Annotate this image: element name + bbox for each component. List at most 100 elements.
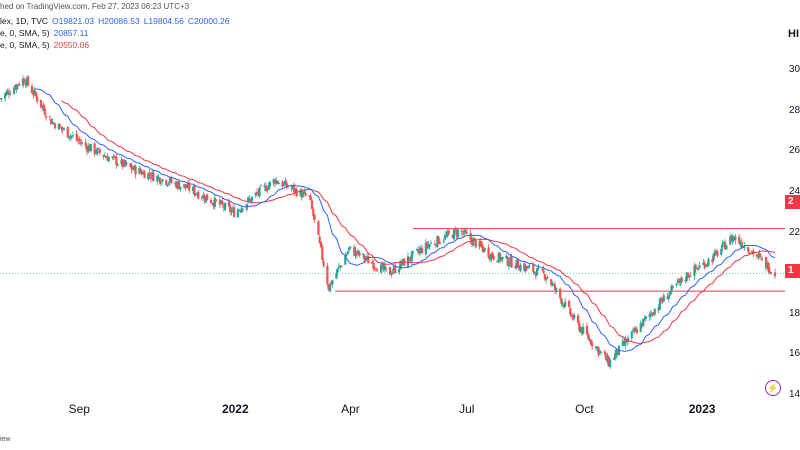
- candle: [328, 283, 332, 293]
- price-tick: 28: [789, 104, 800, 116]
- candle: [461, 231, 465, 237]
- candle: [348, 247, 351, 253]
- candle: [213, 194, 216, 210]
- candle: [635, 325, 638, 335]
- candle: [580, 326, 583, 337]
- candle: [165, 179, 168, 187]
- candle: [747, 245, 750, 254]
- candle: [27, 74, 30, 87]
- candle: [555, 287, 558, 295]
- candle: [98, 147, 101, 156]
- candle: [734, 234, 737, 245]
- time-tick: 2022: [221, 402, 249, 416]
- candle: [84, 138, 87, 149]
- candle: [16, 84, 20, 90]
- candle: [102, 154, 105, 160]
- candle: [470, 237, 474, 248]
- candle: [105, 155, 108, 159]
- candle: [194, 193, 197, 197]
- candle: [272, 178, 275, 186]
- candle: [267, 182, 270, 191]
- lightning-icon[interactable]: ⚡: [765, 380, 781, 396]
- close-value: C20000.26: [187, 16, 230, 26]
- candle: [23, 77, 26, 83]
- candle: [594, 346, 598, 351]
- candle: [284, 177, 287, 185]
- candle: [429, 240, 433, 244]
- candle: [652, 311, 655, 316]
- candle: [85, 144, 89, 156]
- candle: [277, 180, 280, 185]
- candle: [211, 202, 214, 206]
- price-tick: 16: [789, 348, 800, 360]
- candle: [30, 83, 34, 94]
- candle: [424, 238, 427, 258]
- candle: [464, 228, 467, 235]
- candle: [96, 147, 99, 156]
- candle: [455, 227, 458, 240]
- candle: [220, 199, 223, 205]
- candle: [245, 203, 248, 213]
- candle: [662, 292, 665, 303]
- price-tick: 24: [789, 186, 800, 198]
- candle: [0, 97, 3, 103]
- candle: [335, 269, 338, 280]
- candle: [103, 152, 106, 158]
- candle: [585, 322, 589, 336]
- candle: [15, 83, 18, 93]
- candle: [500, 257, 503, 262]
- candle: [527, 265, 530, 269]
- candle: [62, 127, 66, 131]
- candle: [285, 179, 288, 190]
- candle: [157, 174, 160, 181]
- candle: [184, 184, 187, 191]
- ma-slow-label: e, 0, SMA, 5): [0, 40, 50, 50]
- published-note: hed on TradingView.com, Feb 27, 2023 06:…: [0, 2, 190, 11]
- candle: [415, 248, 419, 252]
- candle: [587, 331, 590, 340]
- candle: [658, 297, 662, 311]
- candle: [282, 182, 286, 186]
- high-value: H20086.53: [98, 16, 140, 26]
- candle: [131, 166, 135, 170]
- candle: [621, 337, 624, 348]
- time-tick: Sep: [68, 402, 90, 416]
- candle: [255, 188, 259, 197]
- candle: [354, 246, 357, 260]
- candle: [124, 159, 127, 167]
- candle: [528, 263, 531, 269]
- candle: [303, 188, 306, 194]
- candle: [434, 244, 438, 249]
- candle: [739, 240, 742, 247]
- candle: [685, 272, 688, 283]
- candle: [67, 137, 71, 141]
- candle: [264, 182, 268, 192]
- candle: [299, 188, 302, 197]
- price-tick: 22: [789, 226, 800, 238]
- candle: [660, 296, 663, 305]
- candle: [356, 249, 360, 257]
- candle: [78, 136, 81, 145]
- candle: [149, 173, 153, 183]
- candle: [206, 194, 209, 201]
- candle: [156, 174, 159, 186]
- candle: [385, 267, 388, 272]
- candle: [248, 195, 251, 202]
- candle: [200, 195, 204, 202]
- candle: [553, 281, 557, 294]
- candle: [185, 183, 188, 189]
- candle: [607, 355, 610, 367]
- candle: [730, 234, 733, 242]
- candle: [281, 179, 284, 189]
- candle: [44, 113, 48, 121]
- candle: [695, 266, 699, 270]
- candle: [496, 260, 499, 263]
- candle: [562, 303, 566, 310]
- candle: [331, 279, 334, 289]
- candle: [263, 182, 266, 191]
- candle: [391, 268, 394, 275]
- candle: [533, 271, 536, 275]
- ma-fast-line: [34, 88, 776, 352]
- candle: [223, 201, 227, 212]
